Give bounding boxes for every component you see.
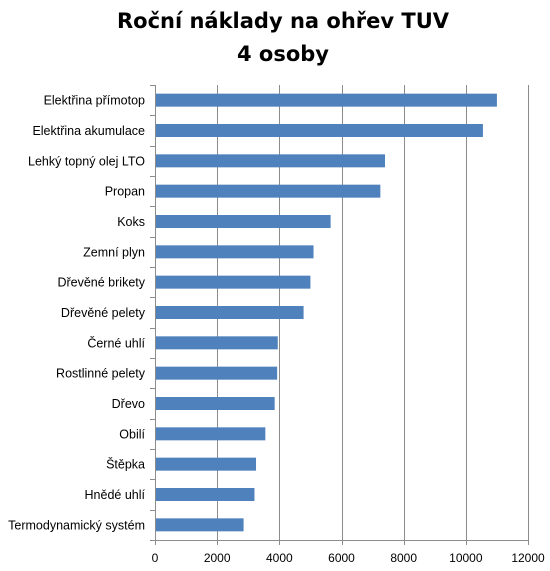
chart-title-line-1: Roční náklady na ohřev TUV — [117, 9, 450, 33]
category-label-1: Elektřina přímotop — [44, 94, 145, 108]
category-label-2: Elektřina akumulace — [32, 124, 145, 138]
category-label-10: Rostlinné pelety — [56, 367, 146, 381]
category-label-4: Propan — [105, 185, 145, 199]
bar-9 — [155, 336, 278, 350]
x-axis-tick-labels: 0 2000 4000 6000 8000 10000 12000 — [150, 85, 545, 565]
bar-8 — [155, 306, 304, 319]
category-label-3: Lehký topný olej LTO — [28, 154, 145, 168]
bar-7 — [155, 275, 311, 289]
x-tick-label-0: 0 — [152, 551, 159, 565]
x-tick-label-12000: 12000 — [511, 551, 545, 565]
category-label-11: Dřevo — [112, 397, 145, 411]
bar-13 — [155, 457, 257, 471]
category-label-14: Hnědé uhlí — [85, 488, 146, 502]
bar-6 — [155, 245, 314, 259]
category-labels: Elektřina přímotop Elektřina akumulace Leh… — [8, 94, 146, 533]
chart-title-line-2: 4 osoby — [237, 42, 329, 66]
bar-10 — [155, 366, 278, 380]
bar-15 — [155, 518, 244, 532]
x-tick-label-4000: 4000 — [266, 551, 293, 565]
category-label-15: Termodynamický systém — [8, 518, 145, 532]
bar-14 — [155, 488, 255, 501]
category-label-6: Zemní plyn — [83, 245, 145, 259]
x-tick-label-8000: 8000 — [390, 551, 417, 565]
bar-12 — [155, 427, 266, 441]
category-label-13: Štěpka — [106, 457, 145, 472]
category-label-5: Koks — [117, 215, 145, 229]
x-tick-label-2000: 2000 — [204, 551, 231, 565]
bar-2 — [155, 124, 483, 137]
bars — [155, 93, 497, 532]
category-label-12: Obilí — [119, 427, 145, 441]
bar-3 — [155, 154, 386, 168]
category-label-7: Dřevěné brikety — [57, 276, 145, 290]
x-tick-label-10000: 10000 — [449, 551, 483, 565]
x-tick-label-6000: 6000 — [328, 551, 355, 565]
category-label-9: Černé uhlí — [87, 335, 145, 350]
category-label-8: Dřevěné pelety — [61, 306, 146, 320]
bar-5 — [155, 215, 331, 228]
bar-4 — [155, 184, 381, 198]
bar-11 — [155, 397, 275, 410]
bar-1 — [155, 93, 497, 107]
